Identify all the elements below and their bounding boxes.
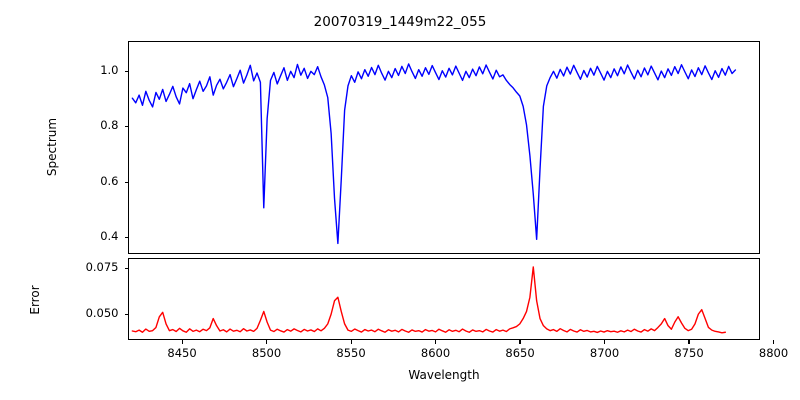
- spectrum-ytick-mark-1.0: [124, 70, 128, 72]
- error-ytick-mark-0.075: [124, 268, 128, 270]
- error-ytick-text-0.050: 0.050: [85, 305, 119, 320]
- error-line-series: [129, 259, 759, 339]
- xtick-label-8650: 8650: [505, 346, 535, 360]
- xtick-mark-8650: [519, 340, 521, 344]
- xtick-label-8700: 8700: [589, 346, 620, 360]
- spectrum-ytick-text-1.0: 1.0: [100, 62, 119, 77]
- spectrum-ytick-text-0.4: 0.4: [100, 229, 119, 243]
- x-axis-label: Wavelength: [408, 368, 480, 382]
- spectrum-plot-area: [128, 41, 760, 254]
- error-ytick-text-0.075: 0.075: [85, 260, 119, 274]
- xtick-label-8500: 8500: [251, 346, 282, 360]
- error-axis-label: Error: [28, 285, 42, 315]
- xtick-mark-8750: [688, 340, 690, 344]
- spectrum-ytick-text-0.6: 0.6: [100, 173, 119, 188]
- xtick-mark-8600: [435, 340, 437, 344]
- xtick-mark-8700: [603, 340, 606, 344]
- error-plot-area: [128, 258, 760, 340]
- xtick-label-8550: 8550: [336, 346, 366, 360]
- spectrum-line-series: [129, 42, 759, 253]
- xtick-label-8450: 8450: [167, 346, 197, 360]
- spectrum-ytick-mark-0.4: [124, 237, 128, 239]
- xtick-label-8800: 8800: [758, 346, 789, 360]
- xtick-mark-8450: [181, 340, 183, 344]
- xtick-label-8600: 8600: [420, 346, 451, 360]
- error-ytick-mark-0.050: [124, 313, 128, 315]
- spectrum-axis-label: Spectrum: [45, 117, 59, 177]
- spectrum-ytick-text-0.8: 0.8: [100, 118, 119, 132]
- page-title: 20070319_1449m22_055: [313, 14, 487, 30]
- xtick-mark-8550: [350, 340, 352, 344]
- spectrum-ytick-mark-0.6: [124, 181, 128, 183]
- spectrum-ytick-mark-0.8: [124, 126, 128, 128]
- xtick-mark-8500: [266, 340, 268, 344]
- xtick-label-8750: 8750: [674, 346, 704, 360]
- xtick-mark-8800: [772, 340, 775, 344]
